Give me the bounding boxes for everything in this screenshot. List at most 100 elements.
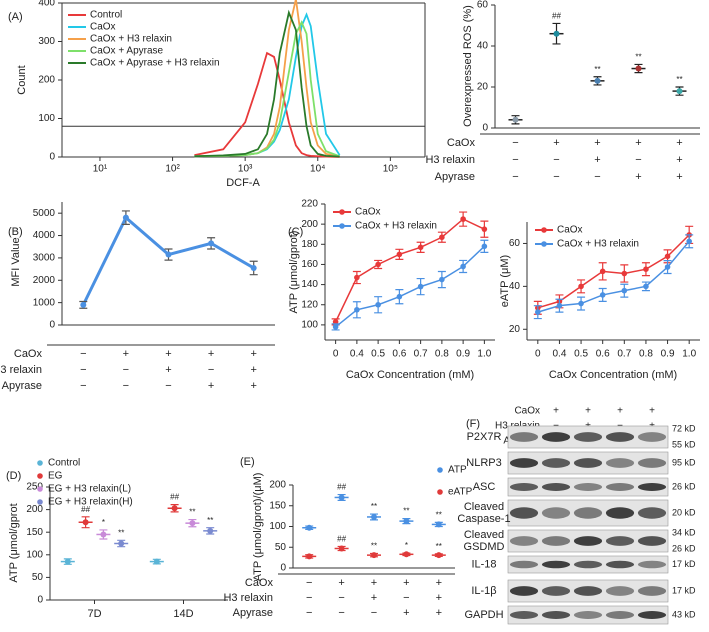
point (556, 302, 563, 309)
legend-marker (339, 209, 345, 215)
blot-band (605, 560, 635, 569)
legend-label: CaOx (557, 225, 583, 236)
legend-label: CaOx (90, 22, 116, 33)
y-axis-label: Overexpressed ROS (%) (462, 5, 474, 127)
size-marker: 95 kD (672, 457, 696, 467)
point (435, 552, 442, 559)
point (354, 306, 360, 313)
point (306, 553, 313, 560)
y-tick-label: 140 (301, 279, 318, 290)
histogram-curve (194, 20, 340, 158)
treatment-sign: + (585, 406, 591, 417)
treatment-sign: + (165, 348, 171, 360)
point (439, 276, 445, 283)
size-marker: 72 kD (672, 423, 696, 433)
y-tick-label: 4000 (33, 230, 56, 241)
point (338, 545, 345, 552)
point (512, 116, 519, 123)
protein-label: ASC (473, 481, 496, 493)
treatment-sign: + (594, 137, 600, 149)
panel-label: (E) (240, 456, 255, 468)
treatment-sign: + (594, 154, 600, 166)
treatment-sign: − (208, 364, 214, 376)
blot-band (637, 458, 667, 468)
blot-band (541, 611, 571, 619)
point (208, 240, 215, 247)
treatment-sign: − (403, 592, 409, 604)
blot-band (573, 507, 603, 519)
blot-band (509, 560, 539, 569)
size-marker: 17 kD (672, 585, 696, 595)
treatment-sign: + (635, 137, 641, 149)
treatment-sign: + (250, 380, 256, 392)
y-tick-label: 160 (301, 259, 318, 270)
treatment-sign: + (403, 607, 409, 619)
point (439, 234, 445, 241)
blot-band (573, 536, 603, 546)
treatment-sign: + (250, 348, 256, 360)
point (635, 65, 642, 72)
treatment-sign: − (338, 592, 344, 604)
significance-label: ** (118, 528, 124, 537)
legend-marker (437, 489, 443, 495)
size-marker: 20 kD (672, 507, 696, 517)
y-tick-label: 1000 (33, 297, 56, 308)
treatment-sign: − (512, 154, 518, 166)
x-tick-label: 0.7 (617, 349, 631, 360)
treatment-label: CaOx (514, 406, 540, 417)
blot-band (509, 536, 539, 546)
point (338, 494, 345, 501)
series-line (537, 240, 690, 313)
treatment-sign: − (553, 171, 559, 183)
blot-band (509, 483, 539, 491)
point (553, 30, 560, 37)
x-tick-label: 10² (165, 164, 180, 175)
treatment-label: H3 relaxin (223, 592, 273, 604)
blot-band (541, 560, 571, 569)
significance-label: ** (189, 508, 195, 517)
legend-label: ATP (448, 465, 467, 476)
significance-label: ## (552, 12, 561, 21)
x-tick-label: 0 (333, 349, 339, 360)
treatment-sign: + (436, 607, 442, 619)
y-tick-label: 0 (37, 595, 43, 606)
y-tick-label: 60 (509, 238, 521, 249)
point (643, 283, 649, 290)
treatment-sign: + (676, 171, 682, 183)
blot-band (509, 611, 539, 619)
blot-band (541, 432, 571, 442)
y-tick-label: 20 (509, 324, 521, 335)
treatment-sign: + (371, 577, 377, 589)
x-tick-label: 0.6 (392, 349, 406, 360)
y-axis-label: Count (16, 65, 28, 94)
significance-label: ** (436, 510, 442, 519)
treatment-sign: + (436, 592, 442, 604)
point (643, 266, 649, 273)
y-tick-label: 150 (269, 500, 286, 511)
x-tick-label: 10⁴ (310, 164, 325, 175)
treatment-sign: + (553, 137, 559, 149)
point (403, 518, 410, 525)
x-tick-label: 1.0 (682, 349, 696, 360)
x-tick-label: 10³ (238, 164, 253, 175)
y-tick-label: 50 (275, 542, 287, 553)
series-line (334, 218, 485, 323)
significance-label: * (102, 518, 105, 527)
panel-label: (D) (6, 470, 21, 482)
protein-label: GSDMD (464, 541, 505, 553)
treatment-sign: − (123, 380, 129, 392)
x-tick-label: 0.9 (661, 349, 675, 360)
treatment-sign: + (338, 577, 344, 589)
legend-marker (37, 486, 43, 492)
protein-label: Cleaved (464, 529, 504, 541)
y-axis-label: ATP (μmol/gprot (8, 503, 20, 582)
blot-band (637, 483, 667, 491)
y-tick-label: 150 (26, 527, 43, 538)
blot-band (573, 560, 603, 569)
blot-band (573, 483, 603, 491)
x-tick-label: 10¹ (93, 164, 108, 175)
legend-marker (437, 467, 443, 473)
point (621, 270, 628, 277)
point (118, 540, 125, 547)
point (250, 264, 257, 271)
